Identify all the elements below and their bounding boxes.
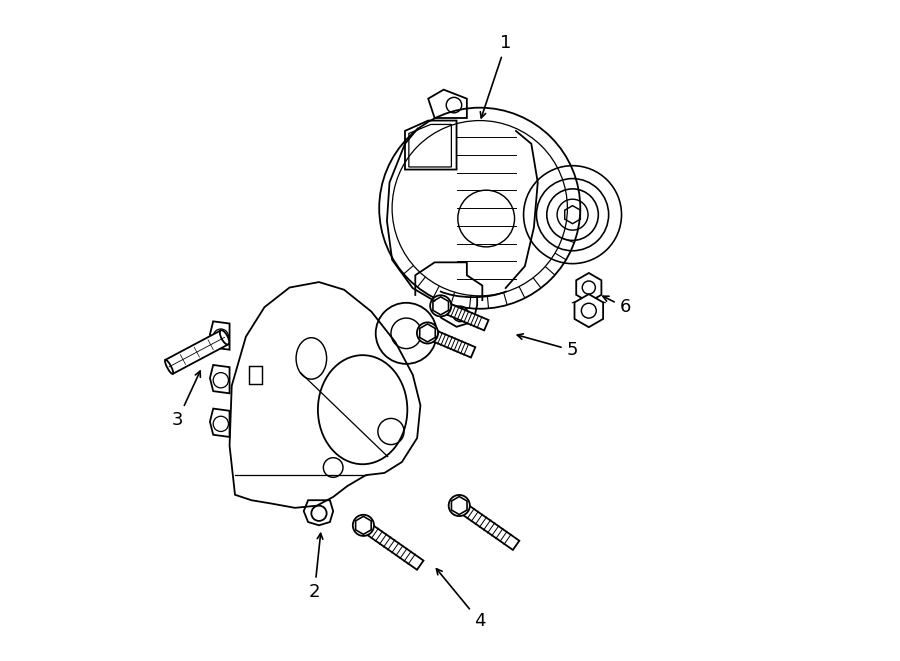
Circle shape	[449, 495, 470, 516]
Polygon shape	[166, 330, 229, 374]
Polygon shape	[452, 496, 467, 514]
Polygon shape	[576, 273, 601, 302]
Circle shape	[417, 323, 438, 344]
Polygon shape	[438, 301, 489, 330]
Text: 2: 2	[309, 533, 323, 601]
Text: 4: 4	[436, 568, 485, 631]
Ellipse shape	[165, 360, 173, 374]
Ellipse shape	[220, 330, 230, 344]
Polygon shape	[360, 521, 424, 570]
Text: 3: 3	[172, 371, 201, 429]
Polygon shape	[574, 294, 603, 327]
Circle shape	[430, 295, 451, 317]
Polygon shape	[433, 297, 448, 315]
Text: 1: 1	[481, 34, 512, 118]
Polygon shape	[426, 328, 475, 358]
Circle shape	[353, 515, 374, 536]
Text: 5: 5	[518, 334, 578, 360]
Polygon shape	[356, 516, 371, 534]
Polygon shape	[456, 501, 519, 550]
Text: 6: 6	[603, 296, 631, 317]
Polygon shape	[419, 324, 436, 342]
